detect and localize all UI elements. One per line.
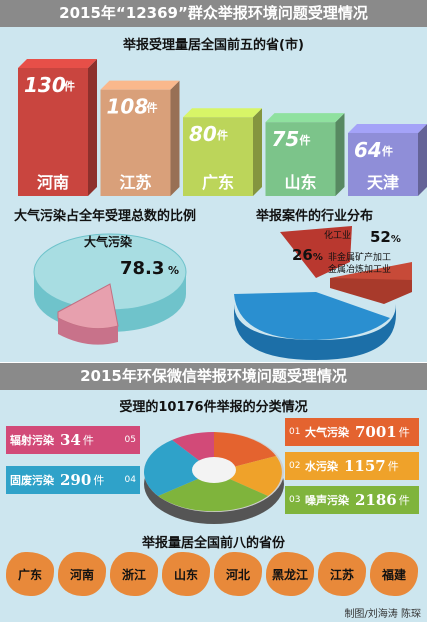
bar-label: 天津 [367, 173, 399, 192]
air-pie-title: 大气污染占全年受理总数的比例 [14, 209, 197, 224]
industry-pct-chem: 26% [292, 246, 323, 264]
bar-label: 广东 [202, 173, 234, 192]
category-unit: 件 [387, 460, 399, 473]
wedge-noise [158, 472, 268, 512]
top8-name: 河南 [69, 567, 94, 582]
top8-item: 福建 [370, 552, 418, 596]
bar-label: 山东 [284, 173, 316, 192]
top8-name: 浙江 [121, 567, 146, 582]
top8-item: 河北 [214, 552, 262, 596]
top8-item: 山东 [162, 552, 210, 596]
bar-天津 [348, 123, 427, 196]
industry-pct-nonmetal: 52% [370, 228, 401, 246]
bar-山东 [265, 113, 345, 196]
bar-unit: 件 [64, 79, 75, 93]
air-pie-pct: 78.3 [120, 258, 164, 279]
wedge-water [214, 456, 282, 496]
category-value: 290 [60, 471, 92, 489]
bar-江苏 [100, 80, 180, 196]
credit: 制图/刘海涛 陈琛 [344, 609, 421, 620]
category-value: 7001 [355, 423, 397, 441]
wedge-solid [144, 440, 214, 496]
bar-value: 130 [24, 73, 66, 97]
category-num: 05 [124, 435, 136, 445]
bar-value: 108 [107, 95, 149, 119]
industry-label-nonmetal: 非金属矿产加工 [328, 251, 391, 263]
category-value: 1157 [344, 457, 386, 475]
wechat-category-chart [144, 432, 284, 524]
bar-河南 [18, 59, 97, 196]
top-title: 2015年“12369”群众举报环境问题受理情况 [0, 0, 427, 27]
air-pie-chart: 大气污染 78.3 % [33, 233, 187, 345]
top8-item: 河南 [58, 552, 106, 596]
category-unit: 件 [398, 494, 410, 507]
category-num: 01 [289, 427, 301, 437]
top8-name: 山东 [173, 567, 198, 582]
category-unit: 件 [93, 474, 105, 487]
industry-pie-title: 举报案件的行业分布 [256, 209, 374, 224]
top8-name: 河北 [225, 567, 250, 582]
category-value: 34 [60, 431, 81, 449]
top5-title: 举报受理量居全国前五的省(市) [123, 38, 304, 53]
top8-item: 江苏 [318, 552, 366, 596]
industry-label-chem: 化工业 [324, 229, 351, 241]
top8-name: 黑龙江 [271, 567, 308, 582]
top8-item: 浙江 [110, 552, 158, 596]
bar-unit: 件 [300, 133, 311, 147]
air-pie-label: 大气污染 [84, 234, 133, 249]
category-box-04: 固废污染 290 件 04 [6, 466, 140, 494]
top8-name: 江苏 [329, 567, 354, 582]
bar-unit: 件 [147, 101, 158, 115]
bar-广东 [183, 108, 262, 196]
bar-unit: 件 [217, 128, 228, 142]
category-box-05: 辐射污染 34 件 05 [6, 426, 140, 454]
category-box-02: 02 水污染 1157 件 [285, 452, 419, 480]
category-name: 噪声污染 [305, 494, 349, 507]
category-unit: 件 [398, 426, 410, 439]
bar-label: 江苏 [119, 173, 151, 192]
category-name: 水污染 [305, 460, 338, 473]
top8-name: 广东 [17, 567, 42, 582]
category-name: 固废污染 [10, 474, 54, 487]
industry-pie-chart: 26% 化工业 52% 非金属矿产加工 金属冶炼加工业 [234, 226, 412, 360]
category-value: 2186 [355, 491, 397, 509]
industry-label-metal: 金属冶炼加工业 [328, 263, 391, 275]
bar-unit: 件 [382, 144, 393, 158]
industry-slice-metal [234, 292, 390, 340]
bar-value: 75 [272, 127, 300, 151]
category-name: 辐射污染 [10, 434, 54, 447]
bottom-title: 2015年环保微信举报环境问题受理情况 [0, 363, 427, 390]
category-num: 03 [289, 495, 301, 505]
industry-slice-chem [280, 226, 352, 278]
top8-name: 福建 [381, 567, 406, 582]
bar-value: 80 [189, 122, 217, 146]
category-unit: 件 [82, 434, 94, 447]
category-box-03: 03 噪声污染 2186 件 [285, 486, 419, 514]
bar-value: 64 [354, 138, 382, 162]
air-pie-pct-sign: % [168, 264, 179, 277]
category-box-01: 01 大气污染 7001 件 [285, 418, 419, 446]
bar-label: 河南 [37, 173, 69, 192]
category-num: 02 [289, 461, 301, 471]
category-name: 大气污染 [305, 426, 349, 439]
wechat-subtitle: 受理的10176件举报的分类情况 [119, 400, 308, 415]
category-num: 04 [124, 475, 136, 485]
top8-item: 黑龙江 [266, 552, 314, 596]
top8-item: 广东 [6, 552, 54, 596]
top8-title: 举报量居全国前八的省份 [141, 536, 285, 551]
